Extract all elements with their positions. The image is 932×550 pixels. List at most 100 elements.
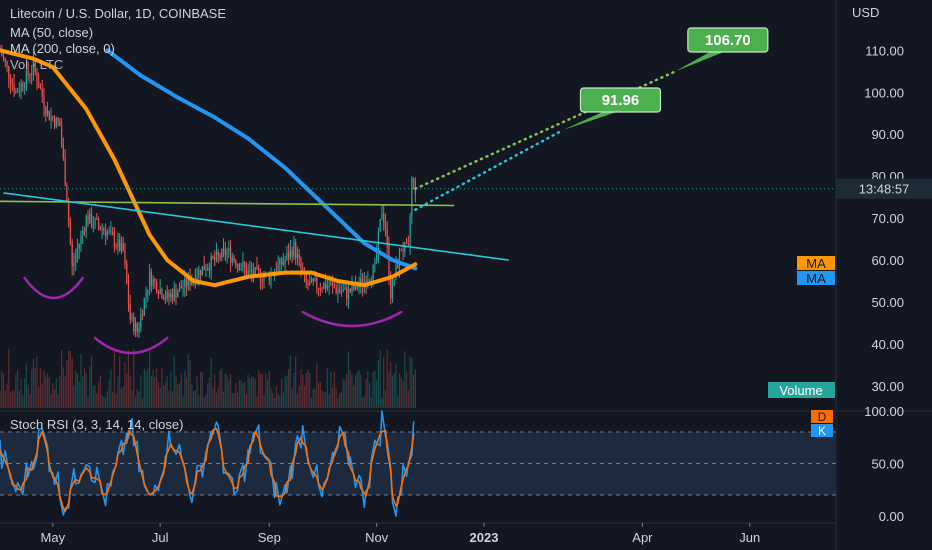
candle: [32, 60, 35, 73]
volume-bar: [24, 378, 26, 408]
volume-bar: [282, 392, 284, 408]
candle: [268, 274, 270, 281]
volume-bar: [263, 395, 265, 408]
volume-bar: [148, 350, 151, 408]
volume-bar: [85, 372, 87, 408]
volume-bar: [284, 375, 286, 408]
candle: [319, 288, 321, 290]
volume-bar: [76, 373, 79, 408]
volume-bar: [233, 393, 235, 408]
candle: [277, 264, 279, 273]
volume-bar: [192, 390, 195, 408]
candle: [386, 228, 388, 245]
candle: [27, 70, 29, 76]
volume-bar: [272, 392, 274, 408]
candle: [38, 82, 40, 88]
volume-bar: [236, 392, 239, 408]
candle: [231, 257, 233, 262]
volume-bar: [152, 369, 154, 408]
candle: [210, 255, 212, 271]
volume-bar: [303, 385, 306, 408]
candle: [252, 272, 255, 276]
candle: [22, 83, 24, 88]
stoch-rsi-legend[interactable]: Stoch RSI (3, 3, 14, 14, close): [10, 417, 184, 432]
time-tick-label: Sep: [258, 530, 281, 545]
chart-title: Litecoin / U.S. Dollar, 1D, COINBASE: [10, 6, 227, 21]
stoch-tick-label: 0.00: [879, 509, 904, 524]
candle: [284, 259, 286, 263]
volume-bar: [235, 383, 237, 408]
candle: [247, 270, 249, 275]
volume-bar: [368, 382, 371, 408]
candle: [191, 280, 193, 285]
candle: [393, 279, 395, 281]
volume-bar: [53, 389, 56, 408]
volume-bar: [66, 359, 68, 408]
candle: [85, 215, 87, 231]
volume-bar: [90, 355, 93, 408]
candle: [242, 262, 244, 269]
candle: [15, 91, 17, 93]
volume-bar: [200, 371, 202, 408]
candle: [8, 66, 10, 79]
volume-bar: [332, 387, 334, 408]
volume-bar: [346, 374, 348, 408]
volume-bar: [393, 373, 395, 408]
candle: [323, 283, 325, 290]
ma200-legend[interactable]: MA (200, close, 0): [10, 41, 115, 56]
volume-bar: [43, 370, 45, 408]
volume-bar: [117, 376, 119, 408]
volume-bar: [131, 390, 133, 408]
time-tick-label: Jun: [739, 530, 760, 545]
volume-bar: [182, 395, 184, 408]
candle: [6, 61, 8, 67]
candle: [326, 285, 328, 289]
candle: [45, 107, 47, 115]
volume-bar: [411, 358, 413, 408]
volume-bar: [59, 375, 61, 408]
candle: [309, 281, 311, 286]
candle: [229, 248, 232, 262]
candle: [302, 268, 304, 272]
target-91-96-pointer: [563, 112, 617, 130]
volume-bar: [78, 381, 80, 408]
pattern-head: [93, 336, 169, 355]
volume-bar: [228, 380, 230, 408]
target-91-96-box: [579, 87, 662, 113]
candle: [2, 55, 5, 59]
volume-bar: [317, 383, 320, 408]
volume-bar: [205, 394, 207, 408]
volume-bar: [349, 370, 351, 408]
volume-bar: [242, 382, 244, 408]
volume-bar: [321, 390, 323, 408]
volume-bar: [73, 385, 75, 408]
candle: [411, 178, 413, 216]
volume-bar: [34, 367, 36, 408]
volume-bar: [256, 396, 258, 408]
volume-bar: [99, 375, 101, 408]
volume-bar: [409, 356, 411, 408]
volume-bar: [231, 393, 233, 408]
candle: [99, 226, 101, 230]
candle: [154, 279, 156, 282]
volume-bar: [217, 387, 219, 408]
ma50-legend[interactable]: MA (50, close): [10, 25, 94, 40]
candle: [217, 251, 219, 256]
volume-bar: [326, 368, 328, 408]
volume-bar: [201, 372, 204, 408]
volume-bar: [293, 373, 295, 408]
stoch-tick-label: 50.00: [871, 457, 904, 472]
candle: [286, 253, 288, 260]
volume-bar: [156, 368, 158, 408]
volume-bar: [4, 390, 6, 408]
volume-bar: [360, 374, 362, 408]
candle: [263, 276, 265, 282]
volume-bar: [31, 368, 33, 408]
candle: [168, 292, 170, 298]
candle: [391, 280, 394, 299]
ma50-tag: [797, 256, 835, 270]
volume-legend[interactable]: Vol · LTC: [10, 57, 64, 72]
time-tick-label: Nov: [365, 530, 389, 545]
